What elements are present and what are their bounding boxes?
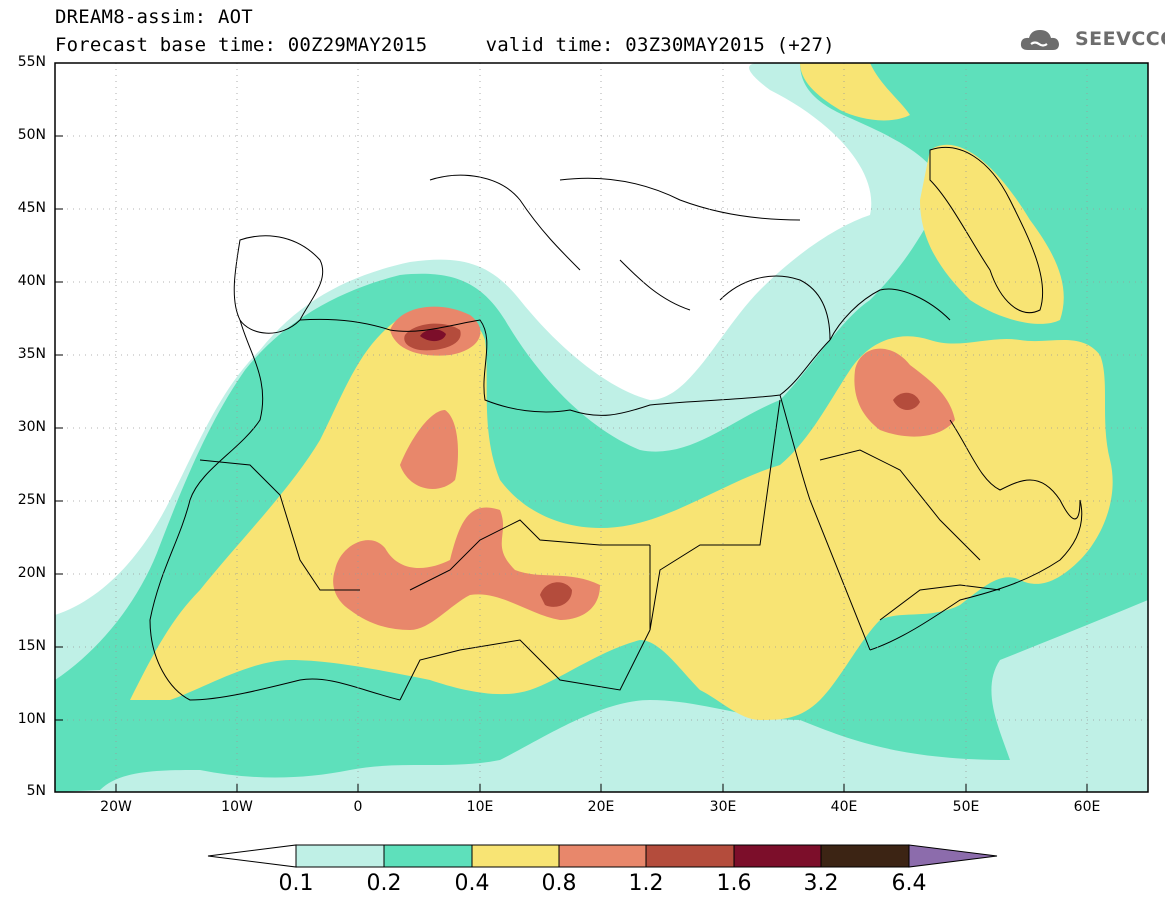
lon-label: 60E bbox=[1073, 799, 1101, 815]
lat-label: 5N bbox=[26, 783, 46, 799]
colorbar-label: 6.4 bbox=[891, 871, 927, 896]
colorbar-label: 1.6 bbox=[716, 871, 752, 896]
coastlines bbox=[149, 146, 1083, 701]
lat-label: 40N bbox=[17, 273, 46, 289]
colorbar-swatch-7 bbox=[820, 844, 910, 868]
colorbar-swatch-6 bbox=[733, 844, 822, 868]
lon-label: 50E bbox=[952, 799, 980, 815]
lon-label: 0 bbox=[353, 799, 363, 815]
aot-band-0.4-caspian bbox=[920, 144, 1064, 324]
aot-band-0.8-iraq bbox=[854, 348, 955, 437]
colorbar-label: 0.8 bbox=[541, 871, 577, 896]
colorbar bbox=[207, 844, 998, 868]
lon-label: 10W bbox=[221, 799, 253, 815]
aot-band-1.2-iraq bbox=[893, 392, 920, 410]
colorbar-label: 0.4 bbox=[454, 871, 490, 896]
colorbar-swatch-3 bbox=[471, 844, 560, 868]
lon-label: 10E bbox=[466, 799, 494, 815]
lon-label: 20W bbox=[100, 799, 132, 815]
lat-label: 35N bbox=[17, 346, 46, 362]
aot-band-1.6-algeria bbox=[420, 329, 446, 342]
aot-band-0.4-north bbox=[800, 63, 910, 121]
axis-ticks bbox=[55, 62, 1088, 793]
aot-band-1.2-chad bbox=[540, 582, 572, 607]
lat-label: 15N bbox=[17, 638, 46, 654]
cloud-icon bbox=[1020, 30, 1059, 50]
colorbar-swatch-1 bbox=[295, 844, 385, 868]
lat-label: 45N bbox=[17, 200, 46, 216]
colorbar-label: 1.2 bbox=[628, 871, 664, 896]
lat-label: 20N bbox=[17, 565, 46, 581]
chart-title: DREAM8-assim: AOT bbox=[55, 6, 253, 28]
aot-fields bbox=[55, 63, 1148, 792]
colorbar-label: 0.1 bbox=[278, 871, 314, 896]
lat-label: 50N bbox=[17, 127, 46, 143]
lat-label: 30N bbox=[17, 419, 46, 435]
lat-label: 10N bbox=[17, 711, 46, 727]
graticule bbox=[55, 63, 1148, 792]
logo-text: SEEVCCC bbox=[1075, 28, 1165, 50]
lat-label: 25N bbox=[17, 492, 46, 508]
colorbar-swatch-2 bbox=[383, 844, 473, 868]
lon-label: 40E bbox=[830, 799, 858, 815]
aot-band-0.8-central bbox=[400, 410, 458, 489]
colorbar-label: 0.2 bbox=[366, 871, 402, 896]
colorbar-under-triangle bbox=[207, 844, 297, 868]
colorbar-over-triangle bbox=[908, 844, 998, 868]
lat-label: 55N bbox=[17, 54, 46, 70]
lon-label: 20E bbox=[587, 799, 615, 815]
colorbar-label: 3.2 bbox=[803, 871, 839, 896]
forecast-time-line: Forecast base time: 00Z29MAY2015 valid t… bbox=[55, 34, 835, 56]
aot-band-0.8-sahara bbox=[333, 507, 600, 630]
colorbar-swatch-4 bbox=[558, 844, 647, 868]
colorbar-swatch-5 bbox=[645, 844, 735, 868]
lon-label: 30E bbox=[709, 799, 737, 815]
